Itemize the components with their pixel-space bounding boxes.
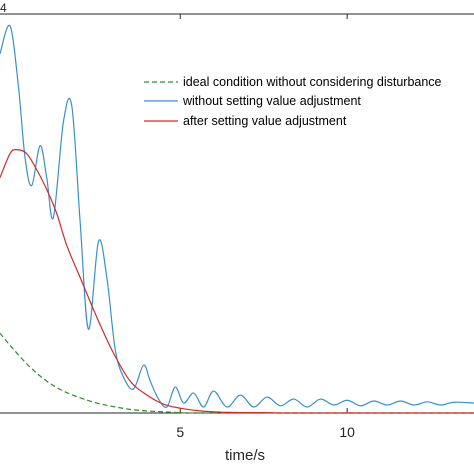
series-without-adjustment-line <box>0 24 474 409</box>
x-axis-label: time/s <box>225 447 265 464</box>
series-ideal-line <box>0 332 474 414</box>
series-after-adjustment-line <box>0 149 474 414</box>
x-tick-label-10: 10 <box>339 424 355 440</box>
series-group <box>0 24 474 414</box>
tick-group: 5 10 <box>176 14 355 440</box>
exponent-label: 4 <box>0 1 7 15</box>
legend-label-after: after setting value adjustment <box>183 114 347 128</box>
legend: ideal condition without considering dist… <box>144 75 442 128</box>
legend-label-without: without setting value adjustment <box>182 94 361 108</box>
x-tick-label-5: 5 <box>176 424 184 440</box>
legend-label-ideal: ideal condition without considering dist… <box>183 75 442 89</box>
